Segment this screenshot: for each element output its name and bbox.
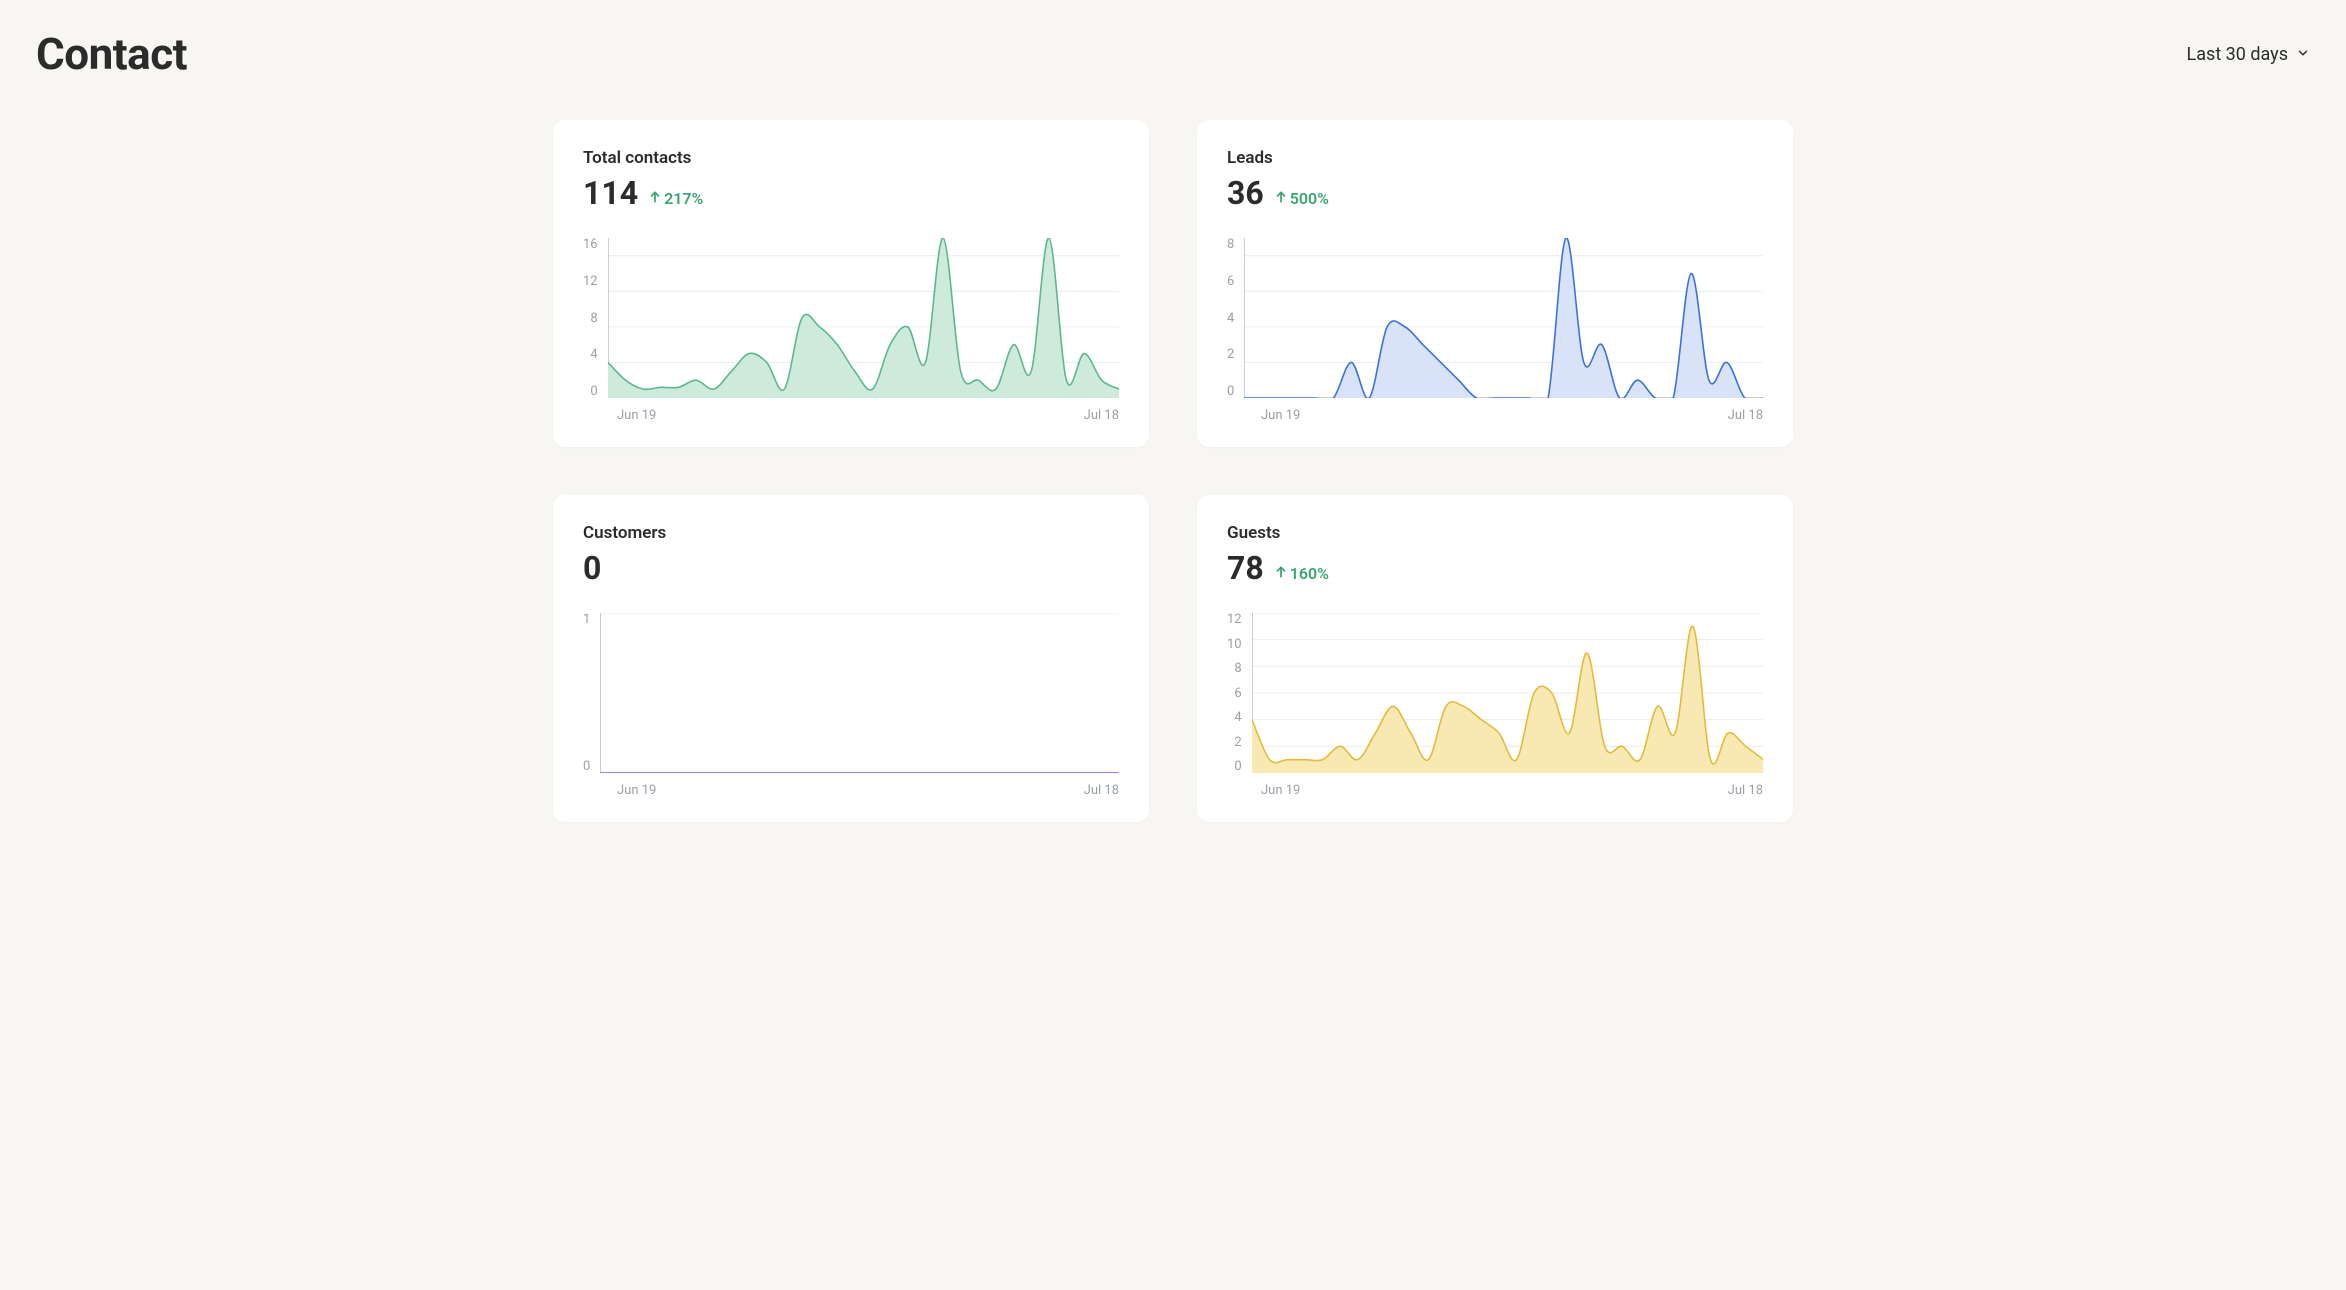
chart-leads: 86420 <box>1227 238 1763 398</box>
y-axis: 1612840 <box>583 238 598 398</box>
x-start: Jun 19 <box>617 783 656 798</box>
x-end: Jul 18 <box>1728 783 1763 798</box>
y-axis: 10 <box>583 613 590 773</box>
area-chart <box>1252 613 1763 773</box>
card-total-contacts: Total contacts 114 217% 1612840 Jun 19 J… <box>553 120 1149 447</box>
y-axis: 121086420 <box>1227 613 1242 773</box>
card-leads: Leads 36 500% 86420 Jun 19 Jul 18 <box>1197 120 1793 447</box>
x-start: Jun 19 <box>617 408 656 423</box>
x-axis: Jun 19 Jul 18 <box>617 783 1119 798</box>
area-chart <box>608 238 1119 398</box>
x-end: Jul 18 <box>1084 408 1119 423</box>
metric-delta: 160% <box>1274 564 1329 583</box>
date-range-selector[interactable]: Last 30 days <box>2187 44 2310 65</box>
area-chart <box>1244 238 1763 398</box>
arrow-up-icon <box>648 189 662 208</box>
page-title: Contact <box>36 28 187 80</box>
chart-guests: 121086420 <box>1227 613 1763 773</box>
arrow-up-icon <box>1274 564 1288 583</box>
chevron-down-icon <box>2296 44 2310 65</box>
area-chart <box>600 613 1119 773</box>
metric-delta: 500% <box>1274 189 1329 208</box>
metric-value: 0 <box>583 549 601 587</box>
metric-delta: 217% <box>648 189 703 208</box>
card-title: Total contacts <box>583 148 1119 168</box>
metric-value: 114 <box>583 174 638 212</box>
card-guests: Guests 78 160% 121086420 Jun 19 Jul 18 <box>1197 495 1793 822</box>
arrow-up-icon <box>1274 189 1288 208</box>
x-axis: Jun 19 Jul 18 <box>617 408 1119 423</box>
x-axis: Jun 19 Jul 18 <box>1261 783 1763 798</box>
y-axis: 86420 <box>1227 238 1234 398</box>
metric-value: 36 <box>1227 174 1264 212</box>
x-start: Jun 19 <box>1261 408 1300 423</box>
delta-pct: 500% <box>1290 189 1329 208</box>
date-range-label: Last 30 days <box>2187 44 2288 65</box>
x-axis: Jun 19 Jul 18 <box>1261 408 1763 423</box>
cards-grid: Total contacts 114 217% 1612840 Jun 19 J… <box>553 120 1793 822</box>
delta-pct: 217% <box>664 189 703 208</box>
metric-value: 78 <box>1227 549 1264 587</box>
chart-customers: 10 <box>583 613 1119 773</box>
card-customers: Customers 0 10 Jun 19 Jul 18 <box>553 495 1149 822</box>
x-end: Jul 18 <box>1084 783 1119 798</box>
delta-pct: 160% <box>1290 564 1329 583</box>
x-start: Jun 19 <box>1261 783 1300 798</box>
chart-total-contacts: 1612840 <box>583 238 1119 398</box>
card-title: Guests <box>1227 523 1763 543</box>
x-end: Jul 18 <box>1728 408 1763 423</box>
card-title: Customers <box>583 523 1119 543</box>
card-title: Leads <box>1227 148 1763 168</box>
